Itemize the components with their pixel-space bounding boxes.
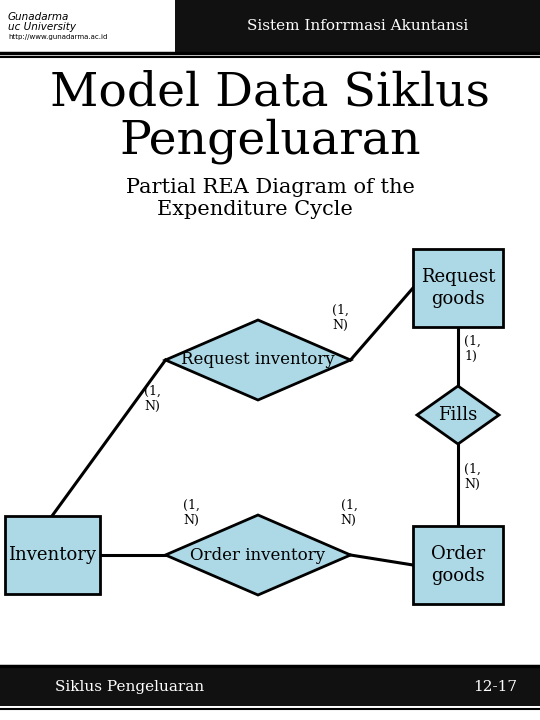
Bar [4, 516, 99, 594]
Text: Expenditure Cycle: Expenditure Cycle [157, 200, 353, 219]
Text: (1,
N): (1, N) [332, 304, 349, 332]
Text: Model Data Siklus: Model Data Siklus [50, 70, 490, 115]
Text: Inventory: Inventory [8, 546, 96, 564]
Bar [175, 0, 540, 52]
Text: Sistem Inforrmasi Akuntansi: Sistem Inforrmasi Akuntansi [247, 19, 468, 33]
Polygon shape [165, 320, 350, 400]
Text: (1,
N): (1, N) [144, 385, 160, 413]
Text: Order inventory: Order inventory [191, 546, 326, 564]
Text: Gunadarma: Gunadarma [8, 12, 69, 22]
Text: Fills: Fills [438, 406, 477, 424]
Bar [413, 249, 503, 327]
Text: (1,
1): (1, 1) [464, 335, 481, 362]
Text: http://www.gunadarma.ac.id: http://www.gunadarma.ac.id [8, 34, 107, 40]
Text: Siklus Pengeluaran: Siklus Pengeluaran [56, 680, 205, 694]
Text: 12-17: 12-17 [473, 680, 517, 694]
Polygon shape [417, 386, 499, 444]
Bar [413, 526, 503, 604]
Bar [0, 668, 540, 706]
Text: (1,
N): (1, N) [464, 463, 481, 491]
Text: Request inventory: Request inventory [181, 351, 335, 369]
Polygon shape [165, 515, 350, 595]
Text: uc University: uc University [8, 22, 76, 32]
Text: Request
goods: Request goods [421, 268, 495, 308]
Text: (1,
N): (1, N) [341, 499, 357, 527]
Text: Pengeluaran: Pengeluaran [119, 118, 421, 163]
Text: (1,
N): (1, N) [184, 499, 200, 527]
Text: Order
goods: Order goods [431, 545, 485, 585]
Text: Partial REA Diagram of the: Partial REA Diagram of the [126, 178, 414, 197]
